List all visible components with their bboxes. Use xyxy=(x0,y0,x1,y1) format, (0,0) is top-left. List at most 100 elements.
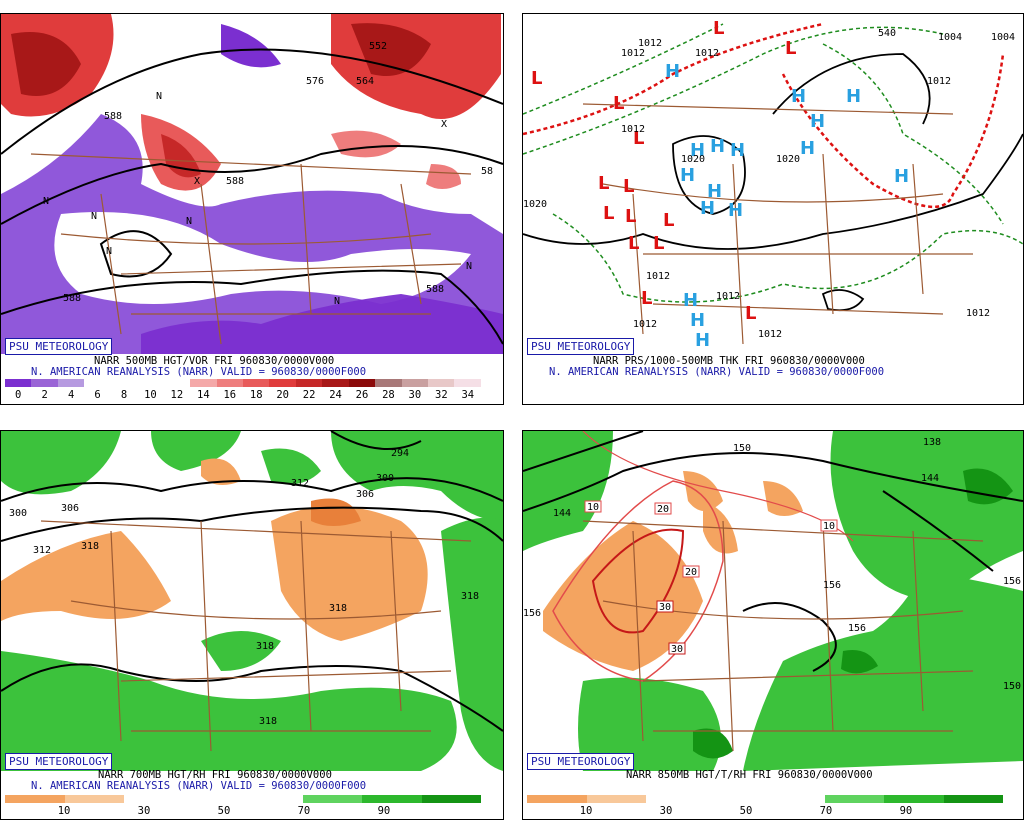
vorticity-minimum-symbol: N xyxy=(334,296,340,307)
colorbar-segment xyxy=(527,795,587,803)
height-label: 150 xyxy=(733,443,751,454)
high-pressure-symbol: H xyxy=(690,140,705,161)
panel-700mb-rh: 294 300 300 306 306 312 312 318 318 318 … xyxy=(0,430,504,820)
colorbar-segment xyxy=(190,379,217,387)
contour-label-564: 564 xyxy=(356,76,374,87)
low-pressure-symbol: L xyxy=(641,288,652,309)
height-label: 156 xyxy=(523,608,541,619)
contour-label-588: 588 xyxy=(63,293,81,304)
low-pressure-symbol: L xyxy=(531,68,542,89)
temp850-colorbar-ticks: 10 30 50 70 90 xyxy=(527,805,1003,817)
colorbar-tick-label: 10 xyxy=(579,805,593,817)
colorbar-segment xyxy=(5,795,65,803)
height-label: 156 xyxy=(1003,576,1021,587)
high-pressure-symbol: H xyxy=(730,140,745,161)
panel-title: NARR 850MB HGT/T/RH FRI 960830/0000V000 xyxy=(626,769,873,781)
colorbar-segment xyxy=(137,379,164,387)
vorticity-maximum-symbol: X xyxy=(441,119,447,130)
rh700-colorbar xyxy=(5,795,481,803)
colorbar-segment xyxy=(586,795,646,803)
colorbar-segment xyxy=(824,795,884,803)
low-pressure-symbol: L xyxy=(633,128,644,149)
colorbar-tick-label: 20 xyxy=(276,389,289,401)
height-label: 150 xyxy=(1003,681,1021,692)
colorbar-tick-label: 12 xyxy=(170,389,184,401)
colorbar-tick-label: 10 xyxy=(57,805,71,817)
colorbar-segment xyxy=(163,379,191,387)
high-pressure-symbol: H xyxy=(728,200,743,221)
colorbar-segment xyxy=(646,795,706,803)
panel-subtitle: N. AMERICAN REANALYSIS (NARR) VALID = 96… xyxy=(31,366,367,378)
high-pressure-symbol: H xyxy=(680,165,695,186)
colorbar-tick-label: 50 xyxy=(217,805,231,817)
high-pressure-symbol: H xyxy=(683,290,698,311)
colorbar-tick-label: 70 xyxy=(297,805,311,817)
temp850-colorbar xyxy=(527,795,1003,803)
isobar-label: 1012 xyxy=(695,48,719,59)
contour-label-588: 588 xyxy=(104,111,122,122)
height-label: 318 xyxy=(81,541,99,552)
temp850-map: 150 144 138 144 156 156 156 156 150 10 1… xyxy=(523,431,1023,771)
vorticity-map: 552 564 576 588 588 588 588 58 N N N N N… xyxy=(1,14,503,354)
height-label: 144 xyxy=(921,473,939,484)
colorbar-segment xyxy=(943,795,1003,803)
colorbar-segment xyxy=(765,795,825,803)
height-label: 306 xyxy=(61,503,79,514)
height-label: 318 xyxy=(461,591,479,602)
contour-label-576: 576 xyxy=(306,76,324,87)
vorticity-minimum-symbol: N xyxy=(91,211,97,222)
low-pressure-symbol: L xyxy=(625,206,636,227)
isobar-label: 1012 xyxy=(633,319,657,330)
colorbar-tick-label: 10 xyxy=(144,389,157,401)
colorbar-segment xyxy=(454,379,481,387)
low-pressure-symbol: L xyxy=(623,176,634,197)
low-pressure-symbol: L xyxy=(663,210,674,231)
low-pressure-symbol: L xyxy=(653,233,664,254)
isobar-label: 1012 xyxy=(621,48,645,59)
isobar-label: 1004 xyxy=(938,32,962,43)
temp-label: 30 xyxy=(671,644,683,655)
panel-850mb-temp-rh: 150 144 138 144 156 156 156 156 150 10 1… xyxy=(522,430,1024,820)
panel-title: NARR PRS/1000-500MB THK FRI 960830/0000V… xyxy=(593,355,865,367)
high-pressure-symbol: H xyxy=(800,138,815,159)
isobar-label: 1020 xyxy=(776,154,800,165)
height-label: 312 xyxy=(291,478,309,489)
colorbar-segment xyxy=(302,795,362,803)
colorbar-tick-label: 0 xyxy=(15,389,22,401)
temp-label: 10 xyxy=(823,521,835,532)
height-label: 312 xyxy=(33,545,51,556)
vorticity-colorbar xyxy=(5,379,481,387)
colorbar-segment xyxy=(216,379,243,387)
psu-meteorology-label: PSU METEOROLOGY xyxy=(527,338,635,355)
high-pressure-symbol: H xyxy=(894,166,909,187)
psu-meteorology-label: PSU METEOROLOGY xyxy=(5,338,113,355)
panel-500mb-vorticity: 552 564 576 588 588 588 588 58 N N N N N… xyxy=(0,13,504,405)
colorbar-segment xyxy=(183,795,243,803)
low-pressure-symbol: L xyxy=(603,203,614,224)
high-pressure-symbol: H xyxy=(710,136,725,157)
low-pressure-symbol: L xyxy=(598,173,609,194)
high-pressure-symbol: H xyxy=(707,181,722,202)
colorbar-tick-label: 26 xyxy=(355,389,369,401)
psu-meteorology-label: PSU METEOROLOGY xyxy=(527,753,635,770)
height-label: 306 xyxy=(356,489,374,500)
rh700-colorbar-ticks: 10 30 50 70 90 xyxy=(5,805,481,817)
temp-label-box: 30 xyxy=(668,642,686,655)
colorbar-segment xyxy=(322,379,349,387)
temp-label-box: 20 xyxy=(654,502,672,515)
high-pressure-symbol: H xyxy=(846,86,861,107)
colorbar-tick-label: 8 xyxy=(120,389,128,401)
isobar-label: 1012 xyxy=(966,308,990,319)
height-label: 294 xyxy=(391,448,409,459)
colorbar-segment xyxy=(705,795,765,803)
vorticity-minimum-symbol: N xyxy=(106,246,112,257)
colorbar-tick-label: 90 xyxy=(377,805,391,817)
high-pressure-symbol: H xyxy=(810,111,825,132)
colorbar-tick-label: 90 xyxy=(899,805,913,817)
height-label: 156 xyxy=(823,580,841,591)
pressure-map: L L L L L L L L L L L L L L H H H H H H … xyxy=(523,18,1023,351)
rh700-map: 294 300 300 306 306 312 312 318 318 318 … xyxy=(1,431,503,771)
temp-label-box: 10 xyxy=(584,500,602,513)
colorbar-segment xyxy=(31,379,58,387)
contour-label-588: 588 xyxy=(226,176,244,187)
